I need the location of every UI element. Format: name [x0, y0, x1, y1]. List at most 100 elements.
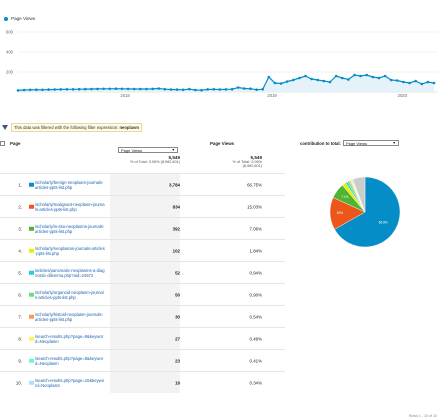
data-point[interactable]: [151, 87, 154, 91]
series-color-swatch: [29, 358, 34, 363]
data-point[interactable]: [285, 80, 289, 83]
data-point[interactable]: [255, 88, 258, 91]
column-header-page[interactable]: Page: [10, 140, 21, 146]
data-point[interactable]: [53, 88, 57, 91]
data-point[interactable]: [181, 88, 185, 92]
page-link[interactable]: /scholarly/histoid-neoplasm-journals-art…: [35, 311, 103, 322]
data-point[interactable]: [41, 88, 44, 92]
total-contribution-note: % of Total: 0.06%: [232, 160, 262, 164]
page-link[interactable]: /scholarly/organoid-neoplasm-journals-ar…: [35, 289, 104, 300]
data-point[interactable]: [35, 88, 38, 91]
data-point[interactable]: [316, 78, 320, 82]
data-point[interactable]: [169, 88, 173, 91]
data-point[interactable]: [340, 76, 344, 80]
data-point[interactable]: [298, 76, 301, 80]
column-header-pageviews[interactable]: Page Views: [210, 140, 235, 146]
filter-term: neoplasm: [119, 124, 140, 130]
data-point[interactable]: [102, 87, 105, 91]
data-point[interactable]: [108, 87, 112, 91]
contribution-value: 66.75%: [247, 182, 262, 187]
data-point[interactable]: [157, 87, 161, 90]
page-link[interactable]: /scholarly/neoplasms-journals-articles-p…: [35, 245, 105, 256]
data-point[interactable]: [432, 81, 436, 85]
data-point[interactable]: [249, 87, 252, 90]
data-point[interactable]: [90, 87, 93, 91]
data-point[interactable]: [96, 87, 99, 91]
data-point[interactable]: [371, 75, 375, 79]
data-point[interactable]: [304, 74, 307, 78]
table-row: 4. /scholarly/neoplasms-journals-article…: [0, 239, 285, 261]
data-point[interactable]: [267, 75, 271, 79]
data-point[interactable]: [28, 88, 32, 92]
data-point[interactable]: [126, 87, 130, 91]
total-contribution-note2: (8,982,601): [242, 164, 262, 168]
data-point[interactable]: [291, 78, 295, 82]
data-point[interactable]: [359, 74, 362, 78]
data-point[interactable]: [365, 73, 369, 77]
data-point[interactable]: [65, 88, 69, 91]
data-point[interactable]: [236, 86, 240, 89]
page-link[interactable]: /search-results.php?page=10&keyword=Neop…: [35, 377, 105, 388]
data-point[interactable]: [206, 88, 209, 91]
data-point[interactable]: [224, 88, 228, 91]
pageviews-value: 19: [175, 380, 180, 385]
data-point[interactable]: [377, 76, 381, 80]
page-link[interactable]: /search-results.php?page=8&keyword=Neopl…: [35, 355, 104, 366]
data-point[interactable]: [395, 79, 399, 82]
data-point[interactable]: [132, 87, 136, 91]
data-point[interactable]: [230, 87, 234, 91]
data-point[interactable]: [71, 88, 75, 91]
data-point[interactable]: [16, 89, 20, 92]
contribution-select[interactable]: Page Views ▼: [342, 140, 399, 146]
page-link[interactable]: /scholarly/in-situ-neoplasms-journals-ar…: [35, 223, 105, 234]
row-number: 4.: [18, 248, 22, 253]
data-point[interactable]: [353, 73, 356, 77]
data-point[interactable]: [310, 77, 313, 81]
data-point[interactable]: [59, 88, 63, 91]
data-point[interactable]: [414, 79, 417, 83]
page-link[interactable]: /articles/pancreatic-neoplasms-a-diagnos…: [35, 267, 105, 278]
pie-slice[interactable]: [334, 176, 401, 248]
pie-slice[interactable]: [352, 176, 366, 213]
chart-legend: Page Views: [4, 16, 35, 21]
data-point[interactable]: [389, 78, 393, 82]
data-point[interactable]: [163, 87, 167, 91]
data-point[interactable]: [334, 74, 338, 78]
page-link[interactable]: /search-results.php?page=9&keyword=Neopl…: [35, 333, 104, 344]
data-point[interactable]: [194, 88, 197, 92]
page-link[interactable]: /scholarly/benign-neoplasm-journals-arti…: [35, 179, 104, 190]
data-point[interactable]: [261, 88, 265, 91]
data-point[interactable]: [322, 79, 326, 83]
data-point[interactable]: [83, 87, 87, 91]
data-point[interactable]: [212, 88, 216, 91]
page-link[interactable]: /scholarly/malignant-neoplasm-journals-a…: [35, 201, 105, 212]
data-point[interactable]: [273, 81, 277, 85]
data-point[interactable]: [145, 87, 148, 91]
series-color-swatch: [29, 336, 34, 341]
data-point[interactable]: [243, 87, 246, 90]
data-point[interactable]: [408, 81, 411, 85]
metric-select[interactable]: Page Views ▼: [118, 147, 178, 153]
data-point[interactable]: [426, 80, 430, 84]
pie-slice-label: 66.8%: [379, 221, 388, 225]
data-point[interactable]: [175, 88, 179, 91]
data-point[interactable]: [347, 78, 350, 81]
select-all-checkbox[interactable]: [0, 140, 5, 146]
table-row: 9. /search-results.php?page=8&keyword=Ne…: [0, 349, 285, 371]
data-point[interactable]: [139, 87, 142, 91]
x-tick-label: 2019: [267, 93, 277, 98]
contribution-label: contribution to total:: [300, 140, 341, 146]
data-point[interactable]: [383, 74, 387, 78]
data-point[interactable]: [120, 87, 124, 91]
data-point[interactable]: [420, 82, 424, 86]
data-point[interactable]: [187, 87, 191, 91]
data-point[interactable]: [402, 80, 405, 84]
data-point[interactable]: [114, 87, 118, 90]
data-point[interactable]: [77, 87, 81, 91]
data-point[interactable]: [328, 80, 332, 84]
data-point[interactable]: [279, 82, 283, 85]
data-point[interactable]: [218, 88, 222, 91]
data-point[interactable]: [22, 88, 26, 92]
data-point[interactable]: [200, 88, 203, 92]
data-point[interactable]: [47, 88, 50, 91]
